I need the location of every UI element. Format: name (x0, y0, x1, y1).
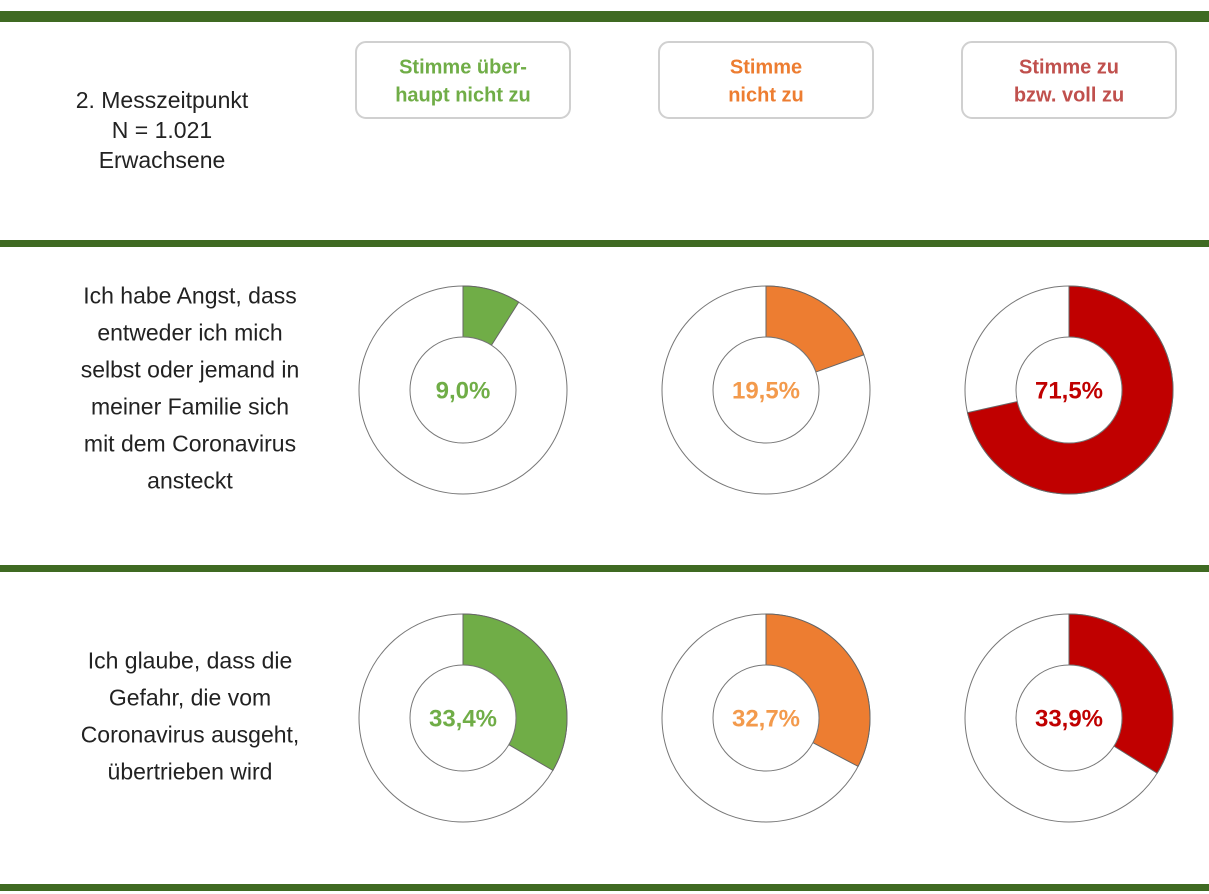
donut-hole (409, 336, 517, 444)
statement: selbst oder jemand in (81, 357, 300, 383)
donut-hole (409, 664, 517, 772)
column-header-box (658, 41, 874, 119)
value-label: 19,5% (732, 377, 800, 404)
statement: Gefahr, die vom (109, 685, 271, 711)
sample-info: 2. Messzeitpunkt (76, 87, 249, 113)
statement: ansteckt (147, 468, 233, 494)
sample-info: N = 1.021 (112, 117, 212, 143)
column-header: Stimme zu (1019, 56, 1119, 78)
value-label: 33,4% (429, 705, 497, 732)
divider (0, 565, 1209, 572)
divider (0, 240, 1209, 247)
value-label: 9,0% (436, 377, 491, 404)
divider (0, 884, 1209, 891)
donut-hole (1015, 336, 1123, 444)
value-label: 33,9% (1035, 705, 1103, 732)
statement: mit dem Coronavirus (84, 431, 296, 457)
statement: übertrieben wird (108, 759, 273, 785)
column-header-box (961, 41, 1177, 119)
statement: Coronavirus ausgeht, (81, 722, 300, 748)
column-header: bzw. voll zu (1014, 84, 1124, 106)
column-header: haupt nicht zu (395, 84, 531, 106)
donut-hole (1015, 664, 1123, 772)
statement: meiner Familie sich (91, 394, 289, 420)
donut-hole (712, 336, 820, 444)
statement: entweder ich mich (97, 320, 282, 346)
column-header: Stimme über- (399, 56, 527, 78)
value-label: 71,5% (1035, 377, 1103, 404)
column-header: Stimme (730, 56, 802, 78)
column-header: nicht zu (728, 84, 804, 106)
statement: Ich glaube, dass die (88, 648, 293, 674)
sample-info: Erwachsene (99, 147, 226, 173)
divider (0, 11, 1209, 22)
value-label: 32,7% (732, 705, 800, 732)
statement: Ich habe Angst, dass (83, 283, 297, 309)
column-header-box (355, 41, 571, 119)
donut-hole (712, 664, 820, 772)
